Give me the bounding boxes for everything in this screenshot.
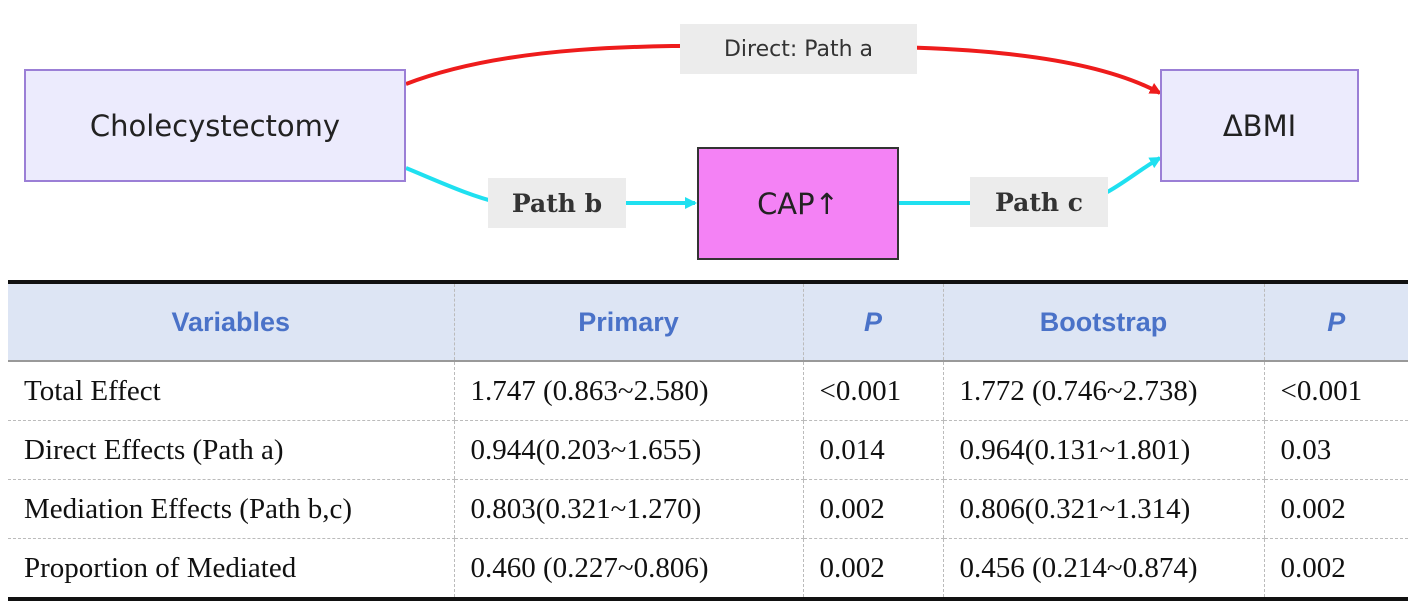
table-row: Proportion of Mediated 0.460 (0.227~0.80… [8,538,1408,601]
row-primary-p: <0.001 [802,361,943,421]
row-bootstrap-p: 0.002 [1263,479,1408,539]
results-table: Variables Primary P Bootstrap P Total Ef… [8,280,1408,601]
row-primary: 0.803(0.321~1.270) [453,479,803,539]
row-variable: Total Effect [8,361,454,421]
header-primary-p: P [802,280,943,362]
row-bootstrap: 0.964(0.131~1.801) [942,420,1264,480]
header-primary: Primary [453,280,803,362]
table-row: Total Effect 1.747 (0.863~2.580) <0.001 … [8,361,1408,421]
header-bootstrap-p: P [1263,280,1408,362]
table-row: Mediation Effects (Path b,c) 0.803(0.321… [8,479,1408,539]
row-primary-p: 0.014 [802,420,943,480]
row-bootstrap: 1.772 (0.746~2.738) [942,361,1264,421]
table-header-row: Variables Primary P Bootstrap P [8,280,1408,362]
header-variables: Variables [8,280,454,362]
table-row: Direct Effects (Path a) 0.944(0.203~1.65… [8,420,1408,480]
path-b-label: Path b [488,178,626,228]
row-variable: Direct Effects (Path a) [8,420,454,480]
row-primary-p: 0.002 [802,538,943,601]
node-delta-bmi: ΔBMI [1160,69,1359,182]
row-variable: Proportion of Mediated [8,538,454,601]
row-primary: 0.944(0.203~1.655) [453,420,803,480]
path-a-label: Direct: Path a [680,24,917,74]
row-variable: Mediation Effects (Path b,c) [8,479,454,539]
node-cholecystectomy: Cholecystectomy [24,69,406,182]
row-bootstrap-p: 0.03 [1263,420,1408,480]
row-bootstrap: 0.456 (0.214~0.874) [942,538,1264,601]
row-primary-p: 0.002 [802,479,943,539]
row-bootstrap-p: <0.001 [1263,361,1408,421]
path-c-label: Path c [970,177,1108,227]
row-bootstrap: 0.806(0.321~1.314) [942,479,1264,539]
row-primary: 0.460 (0.227~0.806) [453,538,803,601]
mediation-diagram: Cholecystectomy ΔBMI CAP↑ Direct: Path a… [0,0,1417,275]
row-bootstrap-p: 0.002 [1263,538,1408,601]
header-bootstrap: Bootstrap [942,280,1264,362]
row-primary: 1.747 (0.863~2.580) [453,361,803,421]
node-cap: CAP↑ [697,147,899,260]
